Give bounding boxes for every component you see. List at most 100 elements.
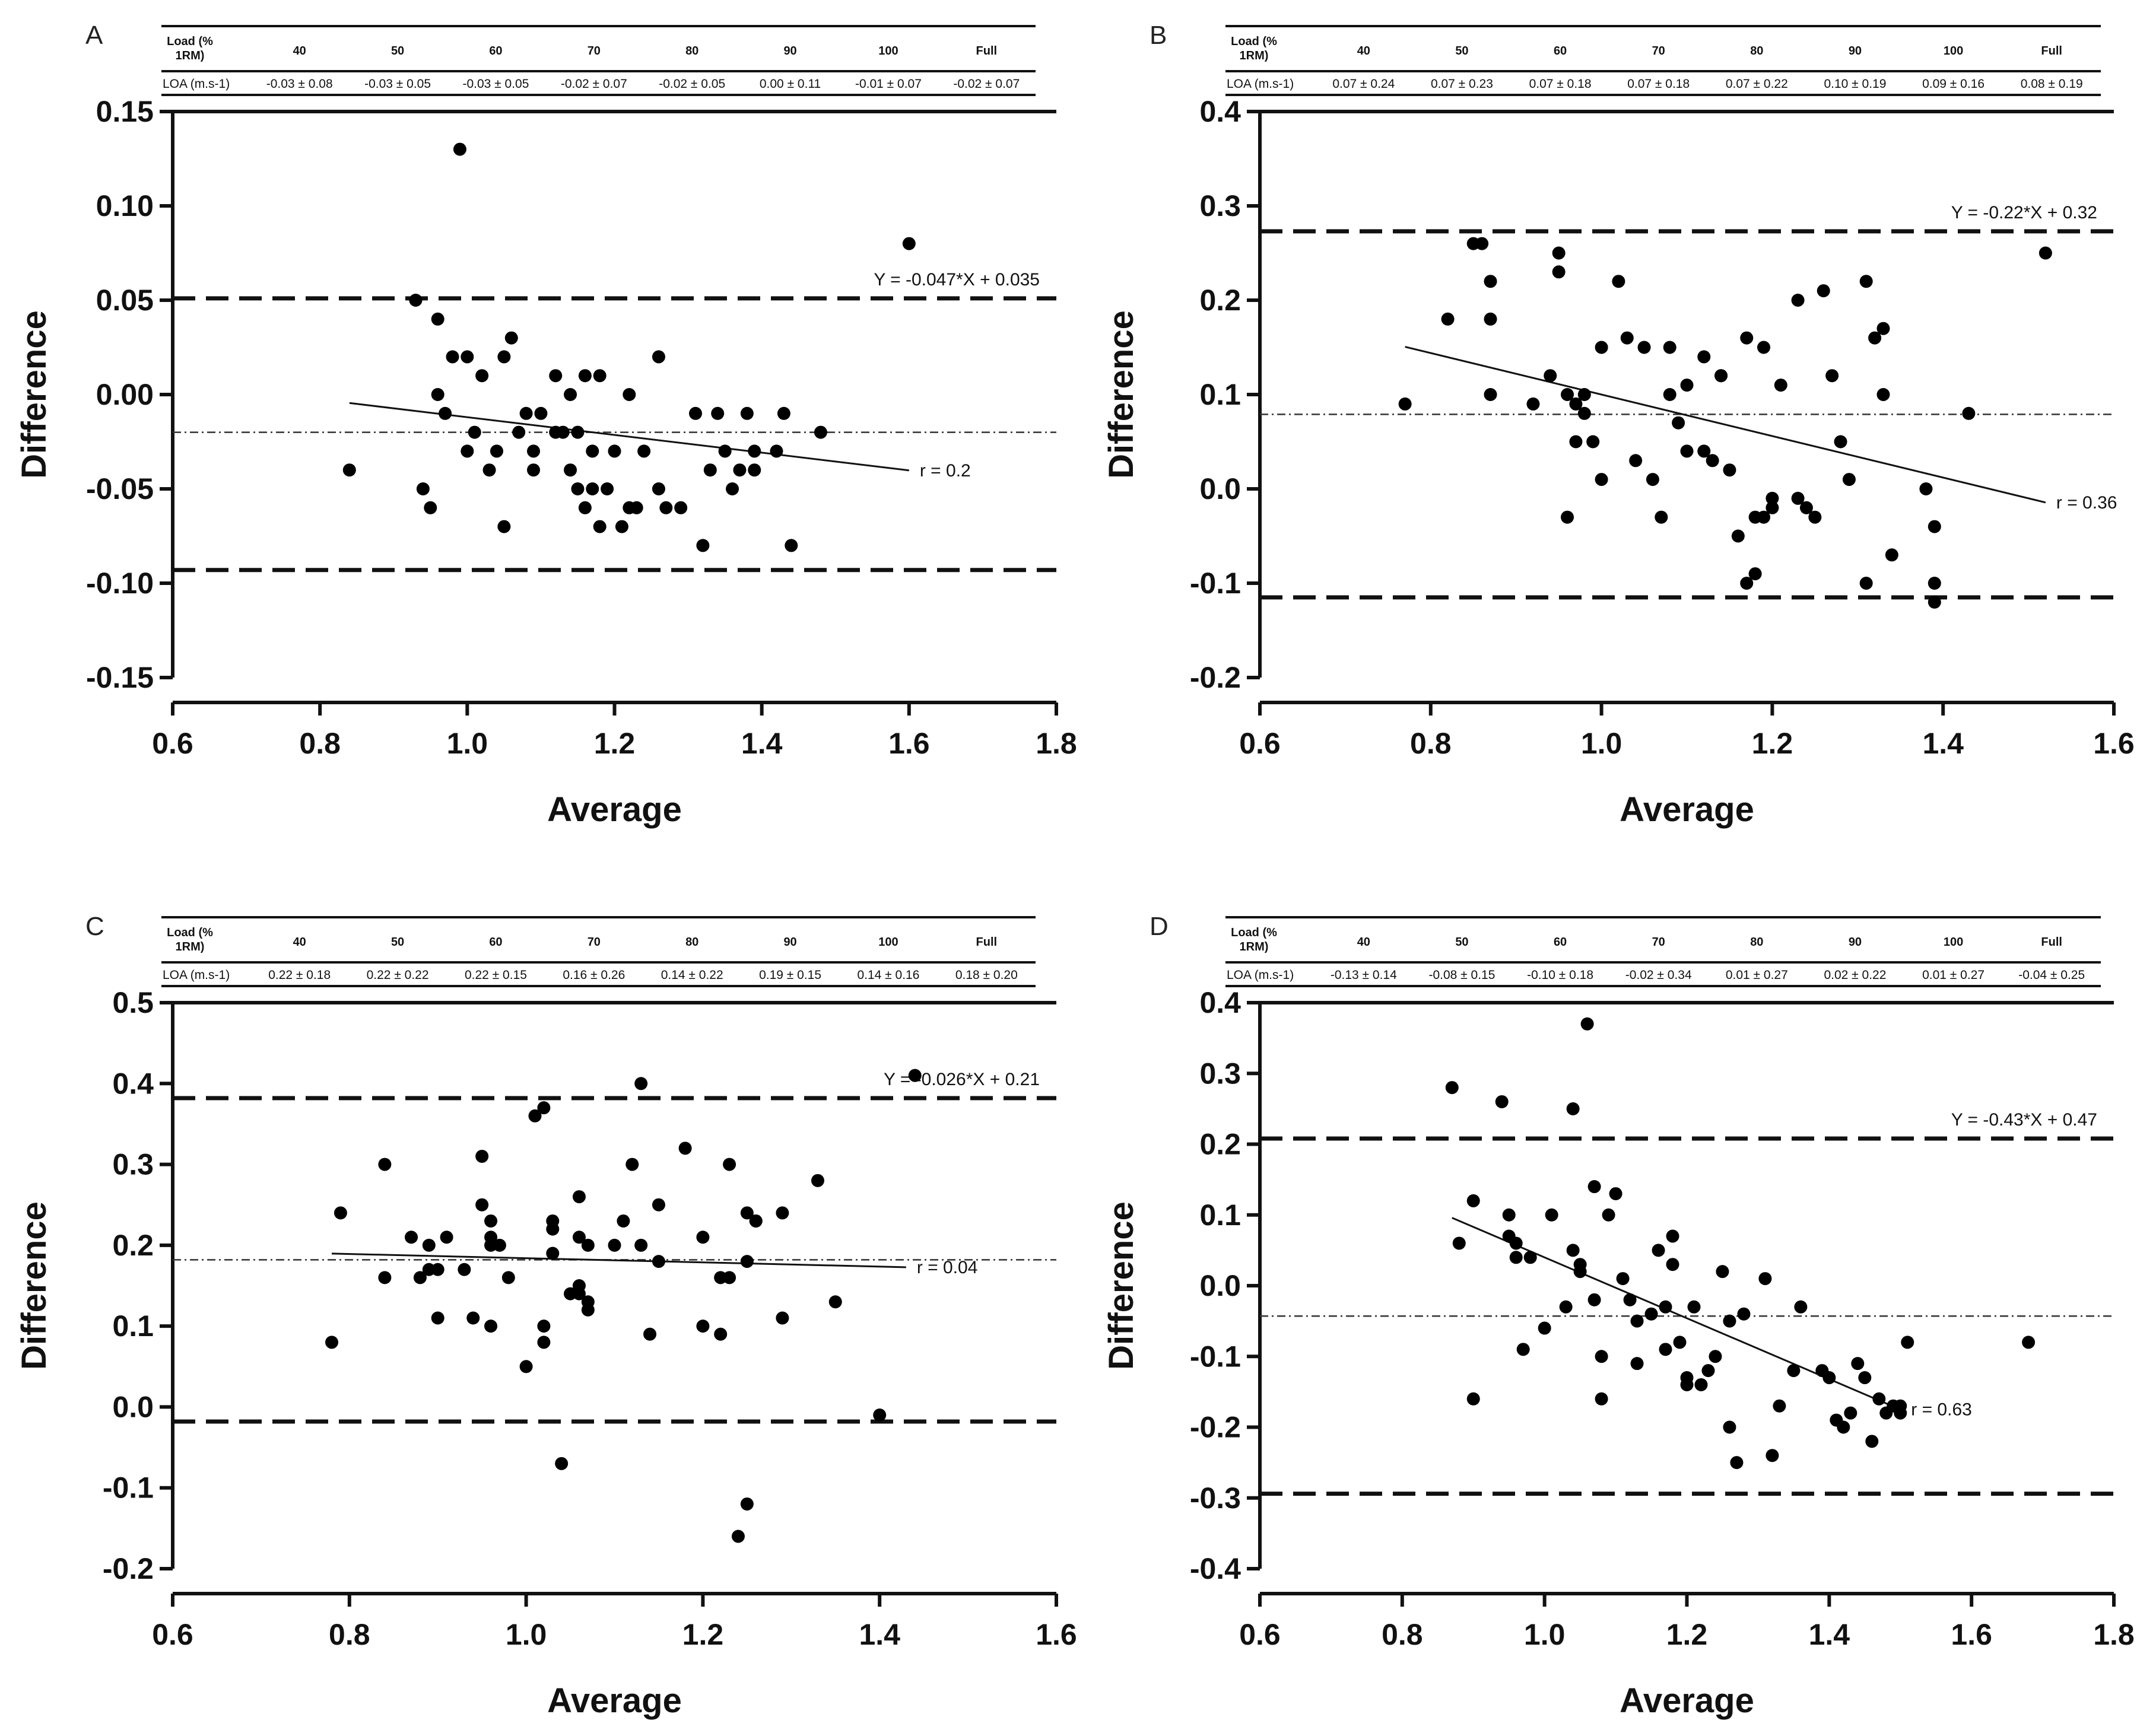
data-point xyxy=(1901,1336,1914,1349)
x-axis-title: Average xyxy=(547,790,682,829)
table-header-label: Load (% 1RM) xyxy=(1231,35,1277,62)
data-point xyxy=(1630,1357,1644,1371)
axes: -0.2 -0.1 0.0 0.1 0.2 0.3 0.4 0.6 0.8 1.0 1.2 1.4 1.… xyxy=(1190,95,2135,760)
table-loa-value: -0.03 ± 0.05 xyxy=(364,77,431,91)
data-point xyxy=(1672,416,1685,430)
data-point xyxy=(637,444,651,458)
y-axis-title: Difference xyxy=(1102,310,1141,479)
data-point xyxy=(1646,473,1659,487)
data-point xyxy=(776,1206,789,1220)
table-loa-value: -0.10 ± 0.18 xyxy=(1527,968,1593,982)
table-loa-value: 0.18 ± 0.20 xyxy=(955,968,1018,982)
y-tick-label: 0.10 xyxy=(96,189,154,222)
data-point xyxy=(1723,1314,1736,1328)
y-tick-label: 0.2 xyxy=(1199,284,1241,317)
data-point xyxy=(475,369,489,383)
regression-equation: Y = -0.047*X + 0.035 xyxy=(874,270,1040,290)
data-point xyxy=(537,1101,551,1115)
data-point xyxy=(1740,331,1754,345)
data-point xyxy=(634,1238,648,1252)
data-point xyxy=(1687,1300,1701,1314)
data-point xyxy=(378,1158,392,1171)
data-point xyxy=(586,444,599,458)
data-point xyxy=(1799,501,1813,514)
x-tick-label: 1.4 xyxy=(1922,727,1964,760)
data-point xyxy=(1580,1017,1594,1031)
table-load-70: 70 xyxy=(588,936,601,949)
data-point xyxy=(1484,275,1497,288)
y-tick-label: 0.0 xyxy=(112,1390,154,1423)
data-point xyxy=(1825,369,1839,383)
table-loa-value: -0.02 ± 0.07 xyxy=(561,77,627,91)
y-tick-label: 0.0 xyxy=(1199,1269,1241,1302)
data-point xyxy=(723,1271,736,1284)
x-tick-label: 1.0 xyxy=(447,727,488,760)
y-tick-label: 0.4 xyxy=(1199,986,1241,1019)
data-point xyxy=(1894,1399,1907,1413)
data-point xyxy=(1737,1307,1751,1321)
table-load-60: 60 xyxy=(489,44,502,58)
table-loa-value: 0.10 ± 0.19 xyxy=(1824,77,1886,91)
data-point xyxy=(1663,388,1676,401)
table-load-60: 60 xyxy=(489,936,502,949)
data-point xyxy=(1595,1350,1608,1363)
data-point xyxy=(1659,1343,1672,1356)
data-point xyxy=(1851,1357,1865,1371)
table-loa-value: -0.08 ± 0.15 xyxy=(1428,968,1495,982)
data-point xyxy=(1837,1420,1850,1434)
table-loa-value: 0.09 ± 0.16 xyxy=(1922,77,1984,91)
data-point xyxy=(1502,1208,1516,1222)
data-point xyxy=(549,369,563,383)
table-loa-value: 0.01 ± 0.27 xyxy=(1726,968,1788,982)
data-point xyxy=(828,1295,842,1309)
data-point xyxy=(696,539,710,552)
data-point xyxy=(1865,1435,1879,1448)
data-point xyxy=(652,350,665,364)
data-point xyxy=(1623,1293,1637,1306)
table-row-label: LOA (m.s-1) xyxy=(163,77,230,91)
x-tick-label: 0.8 xyxy=(299,727,341,760)
data-point xyxy=(703,463,717,477)
data-point xyxy=(431,312,444,326)
data-point xyxy=(740,1255,754,1268)
y-tick-label: 0.3 xyxy=(112,1148,154,1181)
x-axis-title: Average xyxy=(1620,790,1754,829)
data-point xyxy=(431,1263,444,1276)
data-point xyxy=(461,444,474,458)
data-point xyxy=(1872,1392,1886,1406)
data-point xyxy=(493,1238,506,1252)
x-tick-label: 1.2 xyxy=(682,1618,724,1651)
data-point xyxy=(1475,237,1489,250)
data-point xyxy=(2022,1336,2036,1349)
table-header-label: Load (% 1RM) xyxy=(167,926,213,953)
data-point xyxy=(1559,1300,1573,1314)
data-point xyxy=(634,1077,648,1090)
table-row-label: LOA (m.s-1) xyxy=(163,968,230,982)
data-point xyxy=(1808,510,1822,524)
table-load-70: 70 xyxy=(1652,44,1665,58)
regression-equation: Y = -0.22*X + 0.32 xyxy=(1951,203,2097,222)
data-point xyxy=(1834,435,1847,449)
data-point xyxy=(527,444,541,458)
correlation-label: r = 0.63 xyxy=(1911,1400,1972,1420)
loa-table: Load (% 1RM) 40 50 60 70 80 90 100 Full LOA (m.s-1… xyxy=(161,25,1036,96)
data-point xyxy=(1630,1314,1644,1328)
x-tick-label: 0.8 xyxy=(1410,727,1452,760)
data-point xyxy=(416,482,430,495)
table-load-50: 50 xyxy=(391,44,404,58)
data-point xyxy=(678,1142,692,1155)
data-point xyxy=(776,1311,789,1325)
data-point xyxy=(484,1214,498,1228)
data-point xyxy=(1859,275,1873,288)
data-point xyxy=(490,444,503,458)
table-load-full: Full xyxy=(976,44,998,58)
table-load-70: 70 xyxy=(588,44,601,58)
data-point xyxy=(1663,341,1676,354)
data-point xyxy=(1822,1371,1836,1385)
table-load-90: 90 xyxy=(783,44,796,58)
table-loa-value: 0.22 ± 0.22 xyxy=(367,968,429,982)
data-point xyxy=(1609,1187,1622,1200)
table-load-40: 40 xyxy=(1357,936,1370,949)
data-point xyxy=(1666,1258,1679,1271)
x-tick-label: 1.0 xyxy=(1581,727,1622,760)
